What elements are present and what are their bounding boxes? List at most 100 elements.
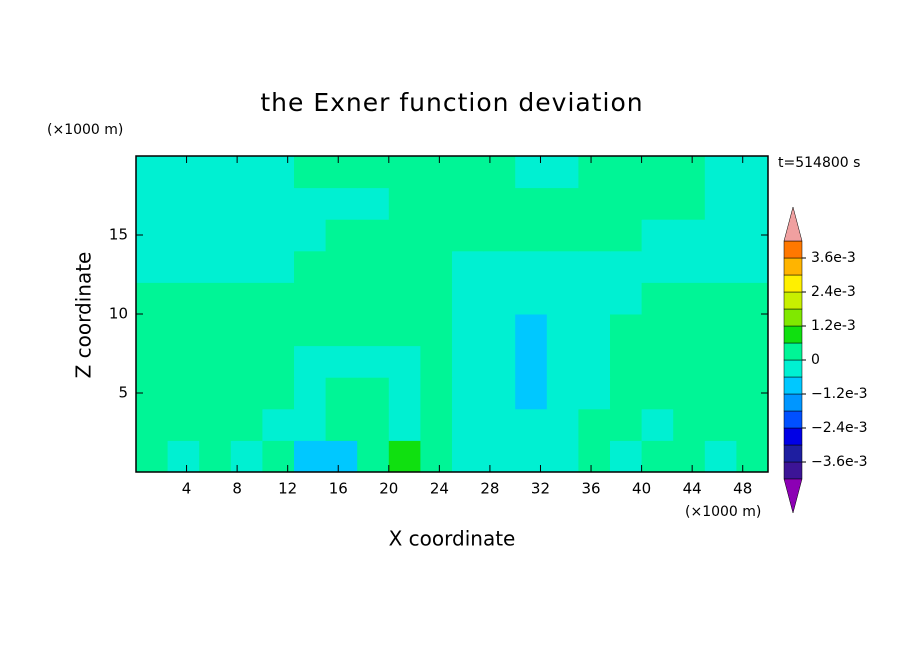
contour-cell <box>610 156 643 189</box>
contour-cell <box>515 345 548 378</box>
colorbar-box <box>783 359 803 378</box>
colorbar-label: −3.6e-3 <box>811 454 868 470</box>
contour-cell <box>452 408 485 441</box>
contour-cell <box>357 219 390 252</box>
contour-cell <box>167 314 200 347</box>
contour-cell <box>578 345 611 378</box>
contour-cell <box>578 156 611 189</box>
contour-cell <box>736 282 769 315</box>
contour-cell <box>262 250 295 283</box>
contour-cell <box>578 187 611 220</box>
contour-cell <box>388 187 421 220</box>
contour-cell <box>736 345 769 378</box>
contour-cell <box>325 156 358 189</box>
contour-cell <box>420 314 453 347</box>
contour-cell <box>230 250 263 283</box>
contour-cell <box>325 187 358 220</box>
contour-cell <box>420 219 453 252</box>
contour-cell <box>136 187 169 220</box>
colorbar-box <box>783 274 803 293</box>
contour-cell <box>230 377 263 410</box>
contour-cell <box>199 377 232 410</box>
contour-cell <box>357 282 390 315</box>
contour-cell <box>230 408 263 441</box>
contour-cell <box>420 408 453 441</box>
contour-cell <box>294 440 327 473</box>
contour-cell <box>641 282 674 315</box>
contour-cell <box>610 408 643 441</box>
contour-cell <box>610 219 643 252</box>
contour-cell <box>736 156 769 189</box>
contour-cell <box>673 156 706 189</box>
contour-cell <box>167 156 200 189</box>
contour-cell <box>388 219 421 252</box>
contour-cell <box>641 440 674 473</box>
contour-cell <box>515 377 548 410</box>
x-tick-label: 8 <box>232 480 242 498</box>
y-tick-label: 5 <box>118 384 128 402</box>
contour-cell <box>673 408 706 441</box>
contour-cell <box>325 219 358 252</box>
colorbar-label: 3.6e-3 <box>811 250 856 266</box>
contour-cell <box>736 408 769 441</box>
contour-cell <box>230 345 263 378</box>
contour-cell <box>452 282 485 315</box>
contour-cell <box>136 408 169 441</box>
contour-cell <box>294 408 327 441</box>
colorbar-label: 2.4e-3 <box>811 284 856 300</box>
contour-cell <box>452 250 485 283</box>
contour-cell <box>167 345 200 378</box>
contour-cell <box>546 282 579 315</box>
contour-cell <box>546 377 579 410</box>
contour-cell <box>673 219 706 252</box>
contour-cell <box>736 187 769 220</box>
contour-cell <box>673 440 706 473</box>
contour-cell <box>641 377 674 410</box>
contour-cell <box>578 314 611 347</box>
contour-cell <box>452 345 485 378</box>
contour-cell <box>388 250 421 283</box>
contour-cell <box>136 440 169 473</box>
contour-cell <box>325 440 358 473</box>
contour-cell <box>578 408 611 441</box>
contour-cell <box>578 282 611 315</box>
contour-cell <box>388 314 421 347</box>
contour-cell <box>673 377 706 410</box>
contour-cell <box>546 408 579 441</box>
contour-cell <box>610 377 643 410</box>
contour-cell <box>610 250 643 283</box>
x-tick-label: 4 <box>182 480 192 498</box>
contour-cell <box>704 345 737 378</box>
contour-cell <box>357 377 390 410</box>
contour-cell <box>515 219 548 252</box>
contour-cell <box>388 440 421 473</box>
x-unit: (×1000 m) <box>685 504 761 520</box>
y-axis-title: Z coordinate <box>72 252 96 379</box>
contour-cell <box>420 250 453 283</box>
contour-cell <box>641 219 674 252</box>
contour-cell <box>515 314 548 347</box>
x-tick-label: 28 <box>480 480 499 498</box>
contour-cell <box>452 440 485 473</box>
contour-cell <box>325 314 358 347</box>
x-tick-label: 16 <box>329 480 348 498</box>
contour-cell <box>294 250 327 283</box>
contour-cell <box>546 345 579 378</box>
colorbar-box <box>783 427 803 446</box>
contour-cell <box>420 377 453 410</box>
contour-cell <box>673 345 706 378</box>
colorbar-box <box>783 342 803 361</box>
contour-cell <box>483 345 516 378</box>
contour-cell <box>230 314 263 347</box>
contour-cell <box>325 250 358 283</box>
contour-cell <box>515 250 548 283</box>
contour-cell <box>515 282 548 315</box>
contour-cell <box>199 219 232 252</box>
x-tick-label: 44 <box>683 480 702 498</box>
contour-cell <box>578 219 611 252</box>
contour-cell <box>357 314 390 347</box>
x-tick-label: 40 <box>632 480 651 498</box>
contour-cell <box>420 345 453 378</box>
contour-cell <box>388 408 421 441</box>
